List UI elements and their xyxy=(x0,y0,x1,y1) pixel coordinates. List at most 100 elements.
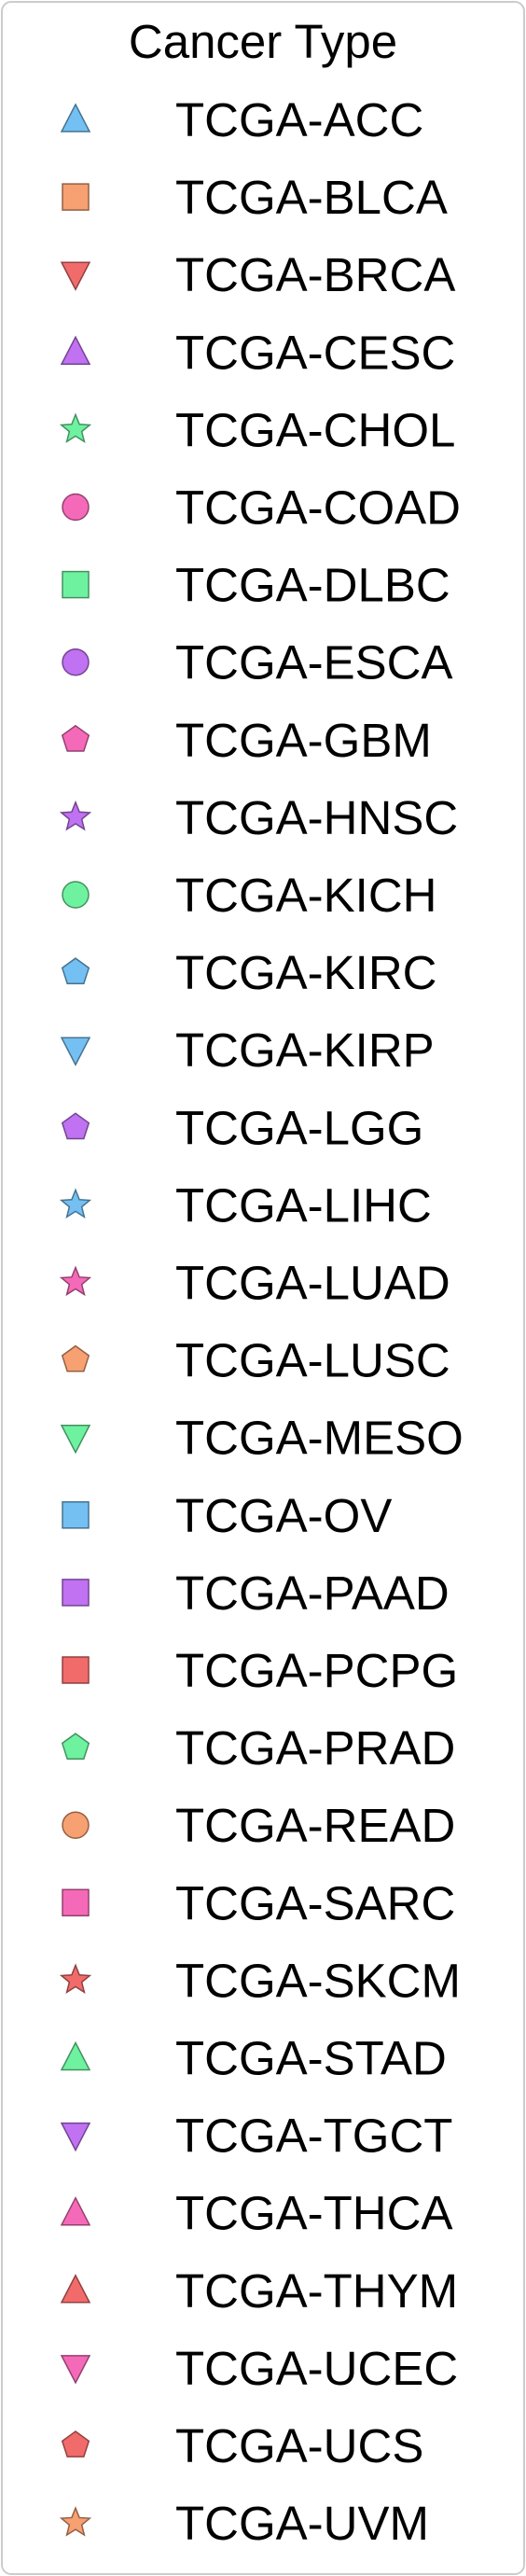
legend-label: TCGA-UCS xyxy=(175,2419,423,2472)
legend-entry: TCGA-PCPG xyxy=(62,1644,458,1697)
legend-label: TCGA-MESO xyxy=(175,1412,464,1465)
legend-entry: TCGA-UCEC xyxy=(60,2342,458,2395)
legend-label: TCGA-KIRP xyxy=(175,1023,435,1077)
legend-label: TCGA-LUSC xyxy=(175,1334,450,1387)
legend-label: TCGA-KIRC xyxy=(175,946,437,999)
legend-entry: TCGA-THCA xyxy=(60,2187,452,2240)
legend-marker-star xyxy=(59,1963,92,1994)
legend-entry: TCGA-UCS xyxy=(61,2419,423,2472)
legend-label: TCGA-TGCT xyxy=(175,2110,452,2163)
legend-marker-star xyxy=(59,2506,92,2537)
legend-entry: TCGA-TGCT xyxy=(60,2110,452,2163)
legend-entry: TCGA-OV xyxy=(62,1489,392,1542)
legend-label: TCGA-LIHC xyxy=(175,1178,432,1232)
legend-entry: TCGA-STAD xyxy=(60,2032,447,2085)
legend-marker-triangle-up xyxy=(60,2040,91,2071)
legend-entry: TCGA-LGG xyxy=(61,1101,423,1154)
legend-label: TCGA-READ xyxy=(175,1799,455,1852)
legend-label: TCGA-STAD xyxy=(175,2032,447,2085)
legend-entry: TCGA-HNSC xyxy=(59,791,458,844)
legend-marker-star xyxy=(59,800,92,831)
legend-marker-pentagon xyxy=(61,1112,90,1140)
legend-label: TCGA-ESCA xyxy=(175,636,453,689)
legend-entry: TCGA-SKCM xyxy=(59,1954,461,2007)
legend-marker-pentagon xyxy=(61,1344,90,1372)
legend-label: TCGA-GBM xyxy=(175,714,432,767)
legend-marker-square xyxy=(62,1501,90,1529)
legend-label: TCGA-LUAD xyxy=(175,1257,450,1310)
legend-entry: TCGA-GBM xyxy=(61,714,432,767)
legend-marker-triangle-down xyxy=(60,1037,91,1066)
legend-marker-square xyxy=(62,183,90,211)
legend-entry: TCGA-SARC xyxy=(62,1876,455,1929)
legend-entry: TCGA-THYM xyxy=(60,2264,458,2318)
legend-marker-triangle-down xyxy=(60,261,91,291)
legend-entry: TCGA-KIRP xyxy=(60,1023,435,1077)
legend-marker-triangle-down xyxy=(60,2122,91,2152)
legend-entry: TCGA-KICH xyxy=(62,869,437,922)
legend-label: TCGA-OV xyxy=(175,1489,392,1542)
legend-marker-triangle-up xyxy=(60,2196,91,2226)
legend-marker-square xyxy=(62,570,90,599)
legend-marker-star xyxy=(59,1265,92,1297)
legend-label: TCGA-COAD xyxy=(175,481,461,535)
legend-entry: TCGA-COAD xyxy=(62,481,461,535)
legend-entry: TCGA-LUSC xyxy=(61,1334,450,1387)
legend-entry: TCGA-BRCA xyxy=(60,248,455,301)
legend-marker-star xyxy=(59,412,92,443)
legend-label: TCGA-THCA xyxy=(175,2187,452,2240)
legend-label: TCGA-PCPG xyxy=(175,1644,458,1697)
legend-label: TCGA-KICH xyxy=(175,869,437,922)
legend-entry: TCGA-ACC xyxy=(60,93,423,146)
legend-label: TCGA-BLCA xyxy=(175,171,448,224)
legend-label: TCGA-PRAD xyxy=(175,1721,455,1775)
legend-marker-pentagon xyxy=(61,1733,90,1760)
legend-entry: TCGA-LIHC xyxy=(59,1178,432,1232)
legend-entry: TCGA-CHOL xyxy=(59,403,455,456)
legend-entry: TCGA-PAAD xyxy=(62,1566,450,1620)
legend-marker-triangle-down xyxy=(60,2355,91,2385)
legend-label: TCGA-UCEC xyxy=(175,2342,458,2395)
legend-entry: TCGA-UVM xyxy=(59,2497,429,2550)
legend-marker-triangle-up xyxy=(60,335,91,366)
legend-label: TCGA-CHOL xyxy=(175,403,455,456)
legend-entry: TCGA-CESC xyxy=(60,326,455,379)
legend-entry: TCGA-MESO xyxy=(60,1412,464,1465)
legend-label: TCGA-BRCA xyxy=(175,248,455,301)
legend-marker-triangle-up xyxy=(60,2274,91,2304)
legend-label: TCGA-HNSC xyxy=(175,791,458,844)
legend-entry: TCGA-READ xyxy=(62,1799,455,1852)
legend-marker-square xyxy=(62,1888,90,1917)
legend-marker-circle xyxy=(62,1811,90,1839)
legend-entries: TCGA-ACC TCGA-BLCA TCGA-BRCA TCGA-CESC TCGA-… xyxy=(59,93,464,2550)
legend-marker-triangle-down xyxy=(60,1424,91,1455)
legend-marker-circle xyxy=(62,881,90,909)
legend-marker-pentagon xyxy=(61,957,90,984)
legend-marker-pentagon xyxy=(61,2430,90,2458)
legend-label: TCGA-UVM xyxy=(175,2497,429,2550)
legend-marker-triangle-up xyxy=(60,103,91,132)
legend-entry: TCGA-LUAD xyxy=(59,1257,450,1310)
legend-label: TCGA-PAAD xyxy=(175,1566,450,1620)
legend-label: TCGA-LGG xyxy=(175,1101,423,1154)
legend-marker-square xyxy=(62,1656,90,1684)
legend-marker-star xyxy=(59,1188,92,1218)
legend-entry: TCGA-DLBC xyxy=(62,559,450,612)
legend-label: TCGA-ACC xyxy=(175,93,423,146)
legend-marker-square xyxy=(62,1579,90,1607)
legend-label: TCGA-DLBC xyxy=(175,559,450,612)
legend-title: Cancer Type xyxy=(129,15,397,68)
legend-entry: TCGA-ESCA xyxy=(62,636,453,689)
legend-marker-circle xyxy=(62,647,90,676)
legend-label: TCGA-SKCM xyxy=(175,1954,461,2007)
legend-marker-circle xyxy=(62,493,90,522)
legend-label: TCGA-CESC xyxy=(175,326,455,379)
legend-entry: TCGA-PRAD xyxy=(61,1721,455,1775)
legend-entry: TCGA-KIRC xyxy=(61,946,437,999)
legend-label: TCGA-SARC xyxy=(175,1876,455,1929)
legend-entry: TCGA-BLCA xyxy=(62,171,448,224)
legend-label: TCGA-THYM xyxy=(175,2264,458,2318)
legend-marker-pentagon xyxy=(61,724,90,752)
